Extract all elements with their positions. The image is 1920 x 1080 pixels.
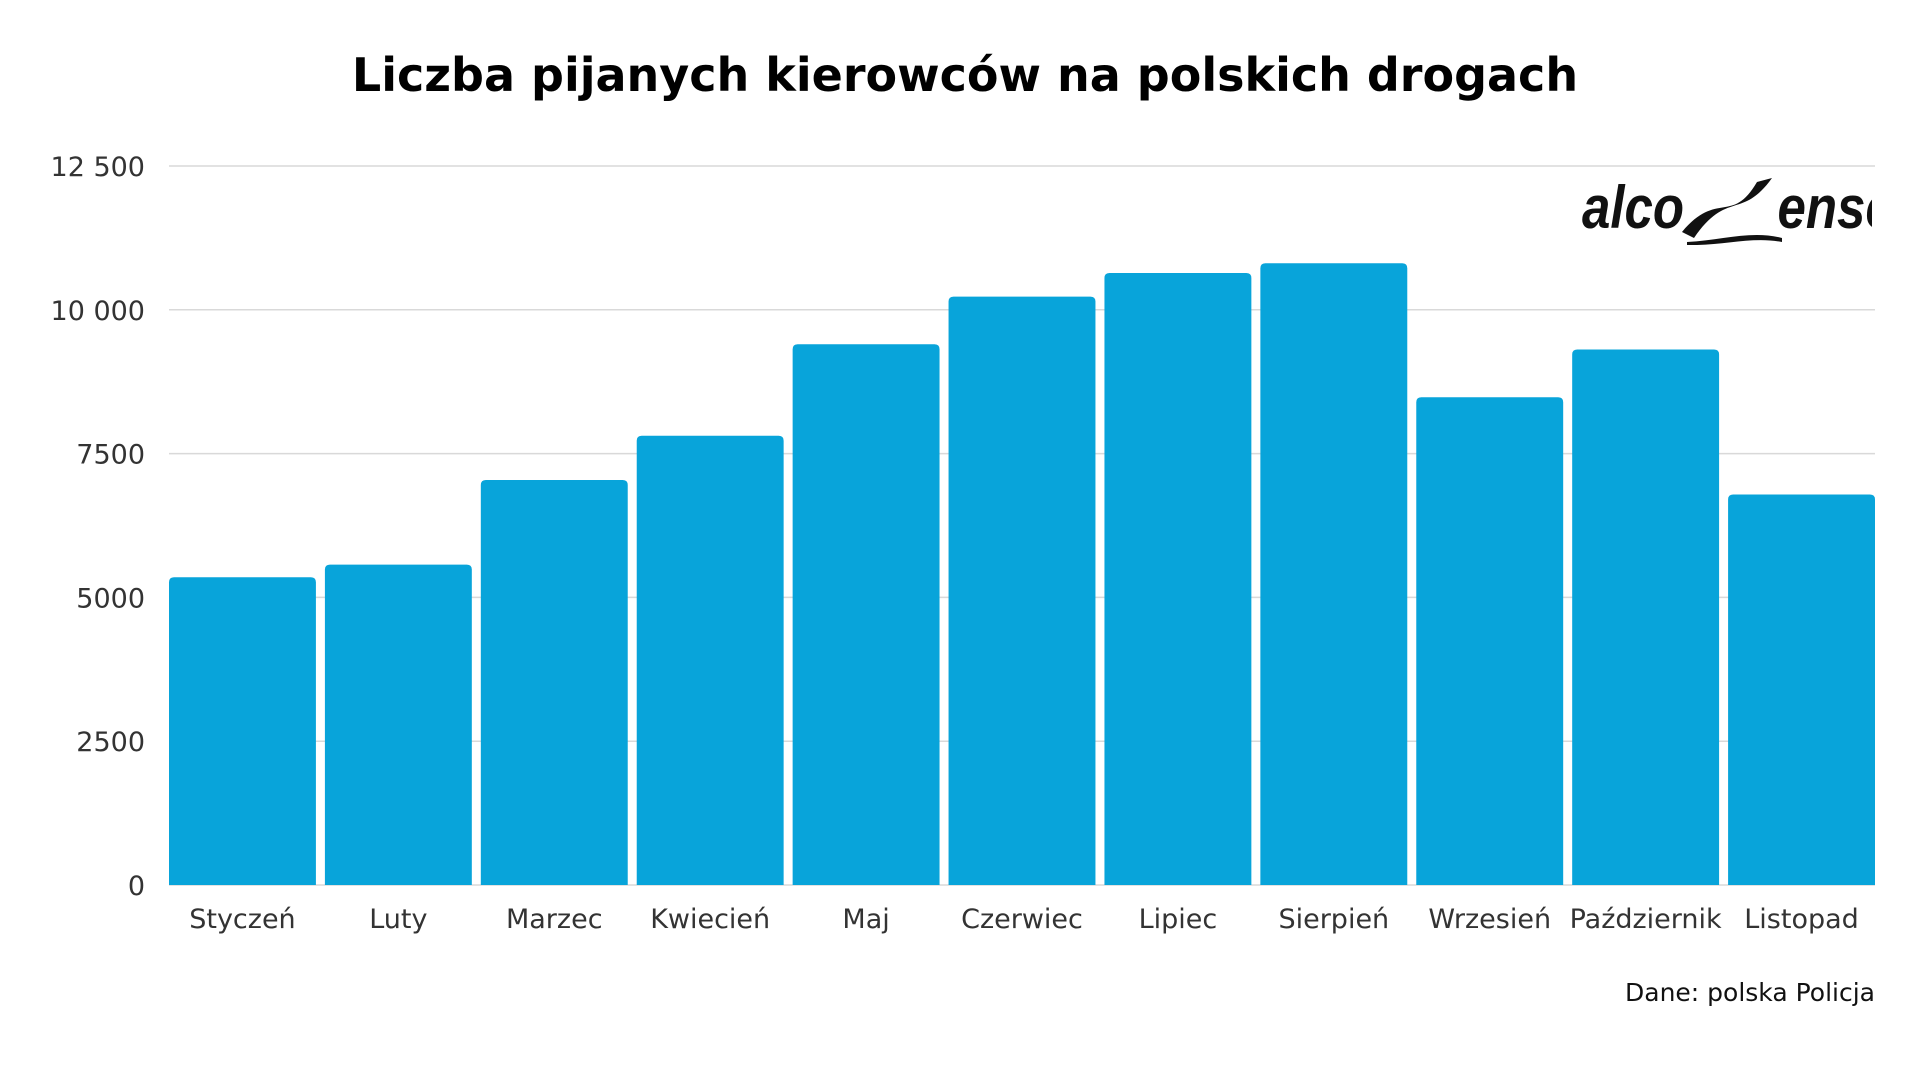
y-tick-label: 0	[128, 871, 145, 902]
bar-Lipiec	[1104, 272, 1252, 886]
y-tick-label: 10 000	[51, 296, 145, 327]
source-note: Dane: polska Policja	[1625, 978, 1875, 1007]
bar-Październik	[1572, 349, 1720, 886]
chart-title: Liczba pijanych kierowców na polskich dr…	[351, 48, 1579, 102]
svg-text:alco: alco	[1582, 174, 1684, 241]
x-tick-label: Listopad	[1744, 904, 1859, 935]
x-tick-label: Wrzesień	[1428, 904, 1551, 935]
bar-Maj	[792, 344, 940, 885]
bar-Czerwiec	[948, 296, 1096, 885]
x-tick-label: Lipiec	[1139, 904, 1218, 935]
bar-Kwiecień	[636, 435, 784, 885]
x-tick-label: Czerwiec	[961, 904, 1083, 935]
y-tick-label: 5000	[76, 583, 145, 614]
x-tick-label: Luty	[369, 904, 427, 935]
x-tick-label: Styczeń	[189, 904, 295, 935]
y-tick-label: 2500	[76, 727, 145, 758]
x-tick-label: Kwiecień	[650, 904, 770, 935]
bar-Wrzesień	[1416, 397, 1564, 885]
x-tick-label: Marzec	[506, 904, 603, 935]
alcosense-logo: alco ense	[1582, 174, 1873, 245]
x-tick-label: Maj	[842, 904, 889, 935]
svg-text:ense: ense	[1778, 174, 1873, 241]
x-tick-label: Październik	[1570, 904, 1722, 935]
bar-Styczeń	[169, 577, 316, 885]
y-tick-label: 7500	[76, 440, 145, 471]
y-tick-label: 12 500	[51, 152, 145, 183]
x-tick-label: Sierpień	[1278, 904, 1389, 935]
bar-Luty	[324, 564, 472, 885]
bar-Listopad	[1728, 494, 1875, 885]
bar-Sierpień	[1260, 263, 1408, 885]
bar-Marzec	[480, 480, 628, 885]
